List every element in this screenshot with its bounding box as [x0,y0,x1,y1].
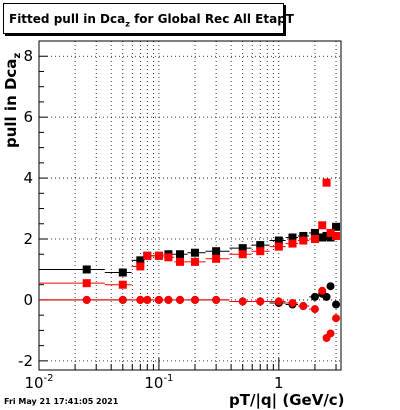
data-point [212,295,221,304]
y-tick-label: -2 [18,352,33,370]
timestamp: Fri May 21 17:41:05 2021 [4,397,119,406]
data-point [82,279,91,288]
data-point [326,282,335,291]
y-tick-label: 8 [23,47,33,65]
data-point [212,254,221,263]
data-point [326,228,335,237]
data-point [176,295,185,304]
series-2 [39,178,341,289]
data-point [288,233,297,242]
data-point [299,302,308,311]
x-tick-label: 1 [274,374,284,392]
data-point [310,235,319,244]
data-points [39,178,341,343]
data-point [154,251,163,260]
data-point [274,236,283,245]
data-point [288,298,297,307]
data-point [164,253,173,262]
data-point [322,231,331,240]
data-point [191,257,200,266]
data-point [256,297,265,306]
data-point [118,268,127,277]
data-point [191,295,200,304]
chart-title: Fitted pull in Dcaz for Global Rec All E… [9,12,294,29]
data-point [118,295,127,304]
data-point [288,239,297,248]
x-tick-label: 10-2 [24,373,53,392]
x-axis-label: pT/|q| (GeV/c) [229,391,345,409]
data-point [212,247,221,256]
data-point [299,236,308,245]
data-point [143,295,152,304]
data-point [164,295,173,304]
plot-frame [38,40,342,371]
data-point [310,228,319,237]
data-point [176,257,185,266]
data-point [256,241,265,250]
data-point [322,292,331,301]
data-point [136,262,145,271]
y-axis-label: pull in Dcaz [2,52,23,148]
data-point [136,256,145,265]
data-point [256,247,265,256]
data-point [274,242,283,251]
data-point [299,231,308,240]
y-tick-label: 2 [23,230,33,248]
data-point [326,329,335,338]
data-point [322,178,331,187]
data-point [191,248,200,257]
x-axis-ticks: 10-2 10-1 1 [24,358,337,392]
data-point [332,300,341,309]
data-point [318,221,327,230]
x-tick-label: 10-1 [144,373,173,392]
data-point [136,295,145,304]
data-point [310,292,319,301]
y-tick-label: 6 [23,108,33,126]
y-axis-label-wrap: pull in Dcaz [2,40,23,160]
series-4 [39,286,341,343]
data-point [143,251,152,260]
data-point [318,286,327,295]
data-point [332,314,341,323]
data-point [82,265,91,274]
data-point [332,231,341,240]
data-point [118,280,127,289]
data-point [274,297,283,306]
data-point [318,233,327,242]
data-point [238,244,247,253]
data-point [326,233,335,242]
y-tick-label: 4 [23,169,33,187]
title-box: Fitted pull in Dcaz for Global Rec All E… [3,3,294,34]
data-point [238,250,247,259]
series-1 [39,222,341,277]
data-point [176,250,185,259]
data-point [82,295,91,304]
grid-lines [39,41,341,370]
data-point [154,295,163,304]
data-point [310,305,319,314]
data-point [238,297,247,306]
y-tick-label: 0 [23,291,33,309]
data-point [332,222,341,231]
